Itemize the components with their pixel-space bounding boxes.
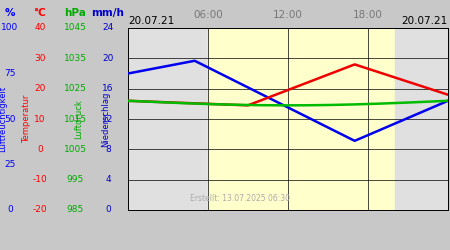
Bar xyxy=(128,28,208,210)
Text: 20.07.21: 20.07.21 xyxy=(402,16,448,26)
Text: 0: 0 xyxy=(37,145,43,154)
Text: 25: 25 xyxy=(4,160,16,169)
Text: 20.07.21: 20.07.21 xyxy=(128,16,174,26)
Text: Luftfeuchtigkeit: Luftfeuchtigkeit xyxy=(0,86,7,152)
Text: 20: 20 xyxy=(102,54,114,63)
Text: 12: 12 xyxy=(102,114,114,124)
Text: Erstellt: 13.07.2025 06:30: Erstellt: 13.07.2025 06:30 xyxy=(190,194,290,203)
Text: 16: 16 xyxy=(102,84,114,93)
Text: 1025: 1025 xyxy=(63,84,86,93)
Text: %: % xyxy=(5,8,15,18)
Text: Temperatur: Temperatur xyxy=(22,95,31,143)
Text: 75: 75 xyxy=(4,69,16,78)
Text: Niederschlag: Niederschlag xyxy=(101,91,110,147)
Text: 24: 24 xyxy=(103,24,113,32)
Text: 30: 30 xyxy=(34,54,46,63)
Text: 50: 50 xyxy=(4,114,16,124)
Text: 8: 8 xyxy=(105,145,111,154)
Text: 985: 985 xyxy=(67,206,84,214)
Text: mm/h: mm/h xyxy=(91,8,125,18)
Bar xyxy=(208,28,395,210)
Text: 0: 0 xyxy=(7,206,13,214)
Text: 1045: 1045 xyxy=(63,24,86,32)
Text: 1035: 1035 xyxy=(63,54,86,63)
Text: 40: 40 xyxy=(34,24,46,32)
Text: Luftdruck: Luftdruck xyxy=(74,99,83,139)
Text: -20: -20 xyxy=(33,206,47,214)
Text: 1005: 1005 xyxy=(63,145,86,154)
Text: -10: -10 xyxy=(32,175,47,184)
Text: °C: °C xyxy=(34,8,46,18)
Text: 20: 20 xyxy=(34,84,46,93)
Text: 100: 100 xyxy=(1,24,18,32)
Text: 10: 10 xyxy=(34,114,46,124)
Text: hPa: hPa xyxy=(64,8,86,18)
Text: 0: 0 xyxy=(105,206,111,214)
Text: 4: 4 xyxy=(105,175,111,184)
Text: 1015: 1015 xyxy=(63,114,86,124)
Text: 995: 995 xyxy=(67,175,84,184)
Bar xyxy=(395,28,448,210)
